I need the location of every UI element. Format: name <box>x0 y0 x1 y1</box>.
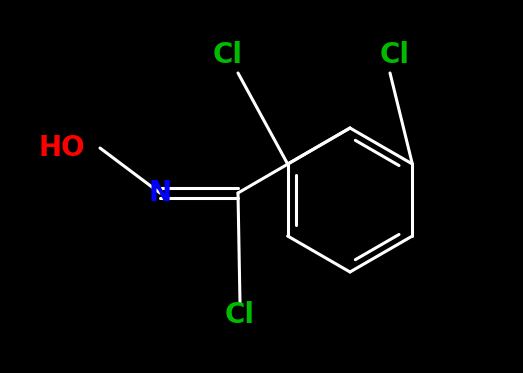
Text: Cl: Cl <box>213 41 243 69</box>
Text: N: N <box>149 179 172 207</box>
Text: Cl: Cl <box>380 41 410 69</box>
Text: HO: HO <box>39 134 85 162</box>
Text: Cl: Cl <box>225 301 255 329</box>
